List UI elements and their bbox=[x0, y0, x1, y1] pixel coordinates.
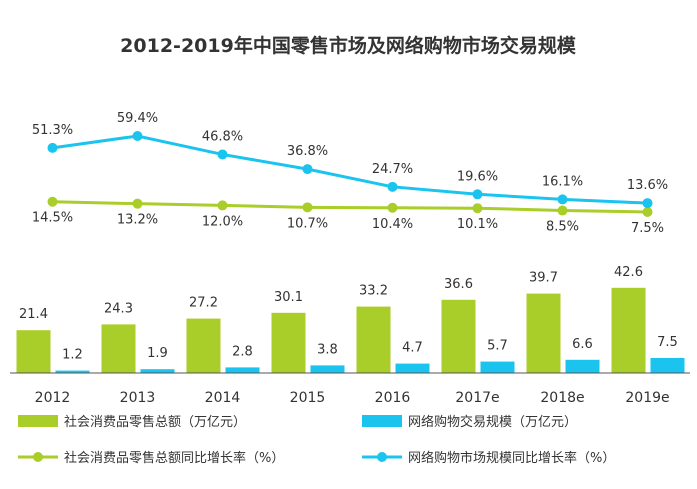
legend-label: 社会消费品零售总额（万亿元） bbox=[64, 414, 246, 430]
x-tick-label: 2013 bbox=[120, 390, 156, 406]
bar-online-2013 bbox=[140, 369, 175, 373]
line-point bbox=[47, 196, 58, 207]
x-tick-label: 2012 bbox=[35, 390, 71, 406]
bar-label: 36.6 bbox=[444, 277, 473, 292]
line-point-label: 10.7% bbox=[287, 216, 328, 231]
line-point bbox=[387, 202, 398, 213]
bar-label: 5.7 bbox=[487, 339, 508, 354]
bar-online-2018e bbox=[565, 359, 600, 373]
bar-online-2012 bbox=[55, 370, 90, 373]
legend-swatch-marker bbox=[377, 452, 387, 462]
bar-label: 27.2 bbox=[189, 296, 218, 311]
legend-swatch bbox=[362, 415, 402, 427]
legend-label: 网络购物市场规模同比增长率（%） bbox=[408, 450, 615, 466]
bar-label: 30.1 bbox=[274, 290, 303, 305]
bar-online-2017e bbox=[480, 361, 515, 373]
line-point-label: 16.1% bbox=[542, 174, 583, 189]
bar-online-2014 bbox=[225, 367, 260, 373]
line-point-label: 46.8% bbox=[202, 129, 243, 144]
line-point bbox=[472, 203, 483, 214]
line-point bbox=[302, 202, 313, 213]
legend: 社会消费品零售总额（万亿元） 网络购物交易规模（万亿元） 社会消费品零售总额同比增长… bbox=[18, 414, 615, 466]
line-point-label: 59.4% bbox=[117, 111, 158, 126]
line-point bbox=[302, 164, 313, 175]
x-axis-ticks: 2012 2013 2014 2015 2016 2017e 2018e 2019e bbox=[35, 390, 670, 406]
legend-label: 社会消费品零售总额同比增长率（%） bbox=[64, 450, 284, 466]
line-point bbox=[557, 205, 568, 216]
line-point-label: 12.0% bbox=[202, 214, 243, 229]
line-point bbox=[472, 189, 483, 200]
line-point-label: 36.8% bbox=[287, 144, 328, 159]
line-point-label: 51.3% bbox=[32, 123, 73, 138]
legend-swatch bbox=[18, 415, 58, 427]
line-point bbox=[47, 142, 58, 153]
line-point bbox=[217, 149, 228, 160]
line-point-label: 7.5% bbox=[631, 221, 664, 236]
line-point bbox=[642, 207, 653, 217]
x-tick-label: 2014 bbox=[205, 390, 241, 406]
line-point-label: 10.4% bbox=[372, 217, 413, 232]
line-point-label: 14.5% bbox=[32, 211, 73, 226]
bar-label: 39.7 bbox=[529, 271, 558, 286]
x-tick-label: 2015 bbox=[290, 390, 326, 406]
bar-retail-2019e bbox=[611, 287, 646, 373]
bar-layer: 21.4 24.3 27.2 30.1 33.2 36.6 39.7 42.6 1.2 1.9 2.… bbox=[16, 265, 685, 373]
x-tick-label: 2018e bbox=[540, 390, 584, 406]
bar-label: 1.2 bbox=[62, 348, 83, 363]
bar-label: 24.3 bbox=[104, 301, 133, 316]
line-point bbox=[217, 200, 228, 211]
line-point bbox=[132, 131, 143, 141]
line-point-label: 24.7% bbox=[372, 162, 413, 177]
x-tick-label: 2019e bbox=[625, 390, 669, 406]
bar-label: 6.6 bbox=[572, 337, 593, 352]
line-point bbox=[132, 198, 143, 209]
online-growth-line bbox=[52, 134, 648, 205]
line-point-label: 19.6% bbox=[457, 169, 498, 184]
bar-label: 21.4 bbox=[19, 307, 48, 322]
line-layer: 14.5% 13.2% 12.0% 10.7% 10.4% 10.1% 8.5% 7.5% 51… bbox=[32, 111, 668, 236]
retail-growth-line bbox=[52, 200, 648, 214]
legend-swatch-marker bbox=[33, 452, 43, 462]
line-point bbox=[557, 194, 568, 205]
bar-retail-2015 bbox=[271, 312, 306, 373]
bar-label: 1.9 bbox=[147, 346, 168, 361]
bar-retail-2017e bbox=[441, 299, 476, 373]
line-point bbox=[387, 181, 398, 192]
bar-retail-2013 bbox=[101, 324, 136, 373]
line-point bbox=[642, 198, 653, 209]
line-point-label: 13.6% bbox=[627, 178, 668, 193]
bar-label: 4.7 bbox=[402, 341, 423, 356]
chart-title: 2012-2019年中国零售市场及网络购物市场交易规模 bbox=[120, 34, 577, 57]
bar-retail-2016 bbox=[356, 306, 391, 373]
bar-label: 3.8 bbox=[317, 342, 338, 357]
x-tick-label: 2016 bbox=[375, 390, 411, 406]
line-point-label: 13.2% bbox=[117, 213, 158, 228]
bar-label: 33.2 bbox=[359, 284, 388, 299]
legend-label: 网络购物交易规模（万亿元） bbox=[408, 414, 577, 430]
bar-online-2016 bbox=[395, 363, 430, 373]
bar-online-2019e bbox=[650, 358, 685, 373]
bar-retail-2012 bbox=[16, 330, 51, 373]
bar-label: 42.6 bbox=[614, 265, 643, 280]
bar-retail-2014 bbox=[186, 318, 221, 373]
bar-online-2015 bbox=[310, 365, 345, 373]
bar-label: 7.5 bbox=[657, 335, 678, 350]
line-point-label: 8.5% bbox=[546, 220, 579, 235]
line-point-label: 10.1% bbox=[457, 217, 498, 232]
bar-retail-2018e bbox=[526, 293, 561, 373]
bar-label: 2.8 bbox=[232, 344, 253, 359]
x-tick-label: 2017e bbox=[455, 390, 499, 406]
